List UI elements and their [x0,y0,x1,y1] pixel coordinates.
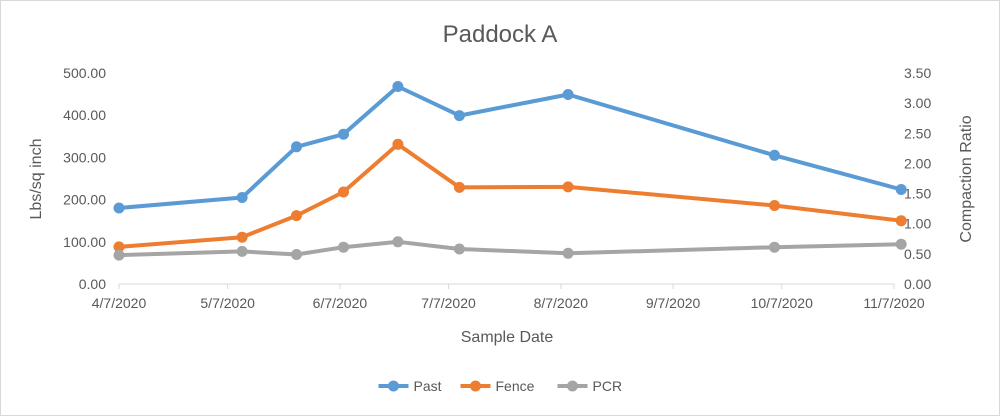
series-layer [113,81,907,261]
y-axis-title: Lbs/sq inch [28,139,45,220]
data-point-pcr [113,249,125,261]
y2-tick-label: 0.00 [904,276,931,292]
y2-tick-label: 2.00 [904,155,931,171]
y2-tick-label: 1.50 [904,186,931,202]
x-tick-label: 8/7/2020 [534,295,589,311]
data-point-past [113,202,125,214]
y2-tick-label: 1.00 [904,216,931,232]
x-tick-label: 4/7/2020 [92,295,147,311]
y2-axis-ticks: 0.00 0.50 1.00 1.50 2.00 2.50 3.00 3.50 [904,65,931,292]
data-point-past [769,149,780,161]
y-tick-label: 400.00 [63,107,106,123]
legend-marker-past [388,380,399,392]
data-point-fence [392,138,404,150]
legend: Past Fence PCR [378,378,623,394]
data-point-pcr [769,241,780,253]
y2-axis-title: Compaction Ratio [958,115,975,242]
x-tick-label: 7/7/2020 [421,295,476,311]
y2-tick-label: 3.50 [904,65,931,81]
data-point-fence [236,231,248,243]
y-tick-label: 0.00 [79,276,106,292]
y-tick-label: 300.00 [63,149,106,165]
chart-title: Paddock A [443,21,558,48]
y-tick-label: 500.00 [63,65,106,81]
data-point-fence [338,186,349,198]
x-tick-label: 9/7/2020 [646,295,701,311]
data-point-fence [562,181,574,193]
legend-label-past: Past [414,378,442,394]
y2-tick-label: 3.00 [904,95,931,111]
y2-tick-label: 0.50 [904,246,931,262]
x-tick-label: 11/7/2020 [863,295,924,311]
data-point-pcr [895,238,907,250]
data-point-past [453,110,465,122]
legend-marker-pcr [567,380,578,392]
x-tick-label: 10/7/2020 [751,295,813,311]
data-point-pcr [338,241,349,253]
legend-marker-fence [470,380,481,392]
data-point-past [236,192,248,203]
x-axis-title: Sample Date [461,329,554,346]
data-point-fence [895,215,907,227]
data-point-past [291,141,302,153]
data-point-pcr [392,236,404,248]
legend-label-pcr: PCR [593,378,623,394]
data-point-past [895,184,907,195]
y-axis-ticks: 0.00 100.00 200.00 300.00 400.00 500.00 [63,65,106,292]
series-line-past [117,84,904,210]
data-point-fence [453,181,465,193]
data-point-past [562,89,574,100]
legend-label-fence: Fence [496,378,535,394]
legend-item-past: Past [378,378,442,394]
data-point-pcr [562,247,574,259]
data-point-fence [291,210,302,222]
legend-item-pcr: PCR [557,378,623,394]
y-tick-label: 200.00 [63,192,106,208]
legend-item-fence: Fence [460,378,535,394]
x-tick-label: 5/7/2020 [200,295,255,311]
x-tick-label: 6/7/2020 [313,295,368,311]
y-tick-label: 100.00 [63,234,106,250]
data-point-past [392,81,404,92]
data-point-pcr [291,249,302,260]
data-point-pcr [236,245,248,257]
series-line-pcr [117,239,904,258]
data-point-pcr [453,243,465,255]
data-point-past [338,128,349,140]
data-point-fence [769,200,780,211]
data-point-fence [113,241,125,253]
x-axis-ticks: 4/7/2020 5/7/2020 6/7/2020 7/7/2020 8/7/2020… [92,284,925,311]
y2-tick-label: 2.50 [904,125,931,141]
